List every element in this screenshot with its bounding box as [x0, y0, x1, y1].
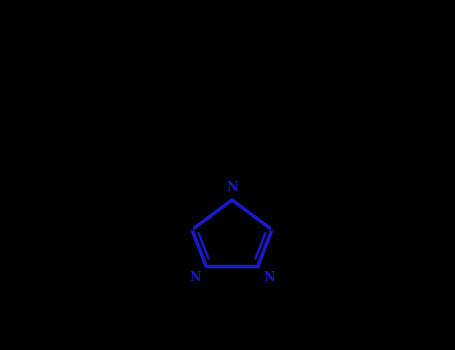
Text: N: N: [190, 271, 201, 284]
Text: N: N: [226, 181, 238, 194]
Text: N: N: [263, 271, 274, 284]
